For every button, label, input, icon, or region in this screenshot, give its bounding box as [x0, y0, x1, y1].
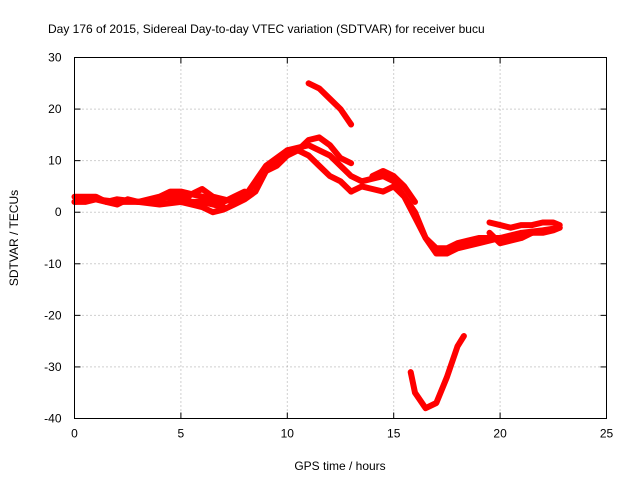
series-group	[71, 80, 563, 412]
x-axis-label: GPS time / hours	[294, 459, 385, 473]
y-tick-label: -10	[44, 257, 62, 271]
y-tick-label: -20	[44, 308, 62, 322]
series-line-arc-7	[348, 183, 563, 252]
x-tick-label: 15	[387, 427, 401, 441]
y-tick-label: 0	[55, 205, 62, 219]
x-tick-label: 10	[281, 427, 295, 441]
series-line-arc-9	[407, 333, 467, 412]
x-tick-label: 5	[178, 427, 185, 441]
x-tick-label: 20	[493, 427, 507, 441]
y-tick-label: 20	[48, 102, 62, 116]
chart-title: Day 176 of 2015, Sidereal Day-to-day VTE…	[48, 22, 485, 36]
series-line-arc-3	[71, 142, 563, 257]
series-line-arc-11	[486, 229, 535, 247]
series-line-arc-8	[369, 168, 418, 205]
x-tick-label: 25	[600, 427, 614, 441]
series-line-arc-5	[263, 134, 355, 174]
y-tick-label: 10	[48, 154, 62, 168]
series-line-arc-4	[167, 147, 355, 216]
grid-lines	[74, 57, 607, 419]
axis-ticks: 0 5 10 15 20 25 30 20 10 0 -10 -20 -30 -40	[44, 51, 613, 441]
series-line-arc-6	[305, 80, 355, 128]
x-tick-label: 0	[71, 427, 78, 441]
y-tick-label: 30	[48, 51, 62, 65]
y-tick-label: -40	[44, 412, 62, 426]
y-tick-label: -30	[44, 360, 62, 374]
series-line-arc-10	[486, 219, 563, 231]
y-axis-label: SDTVAR / TECUs	[7, 190, 21, 286]
plot-frame	[74, 57, 607, 419]
